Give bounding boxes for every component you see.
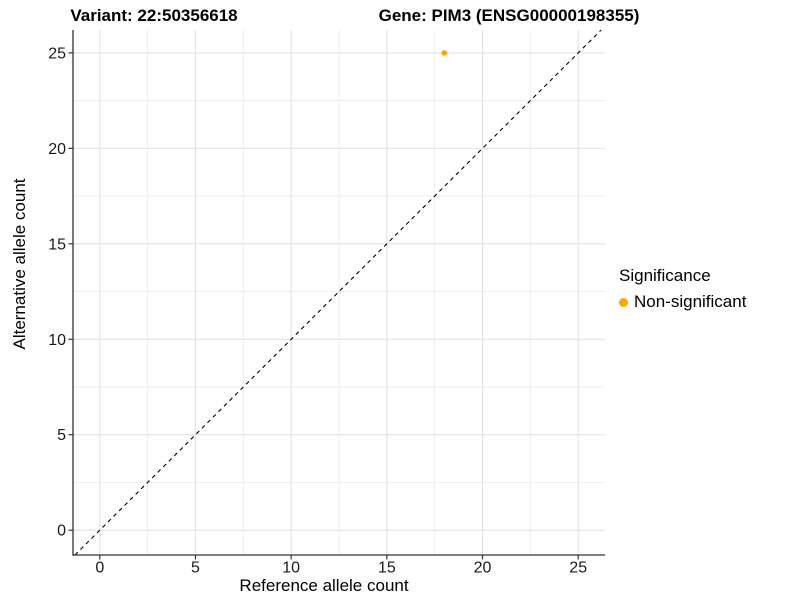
y-tick-label: 15 <box>48 236 66 253</box>
variant-title: Variant: 22:50356618 <box>70 6 238 25</box>
x-tick-label: 15 <box>378 560 396 577</box>
identity-line <box>74 29 602 556</box>
x-tick-label: 5 <box>191 560 200 577</box>
legend-title: Significance <box>619 266 711 285</box>
y-tick-label: 25 <box>48 45 66 62</box>
y-tick-label: 0 <box>57 523 66 540</box>
x-axis-title: Reference allele count <box>239 576 409 595</box>
x-tick-label: 0 <box>95 560 104 577</box>
legend-item: Non-significant <box>619 292 746 312</box>
y-axis-title: Alternative allele count <box>10 178 29 350</box>
legend: Significance Non-significant <box>619 266 746 312</box>
x-tick-label: 20 <box>474 560 492 577</box>
legend-item-label: Non-significant <box>634 292 747 311</box>
y-tick-label: 20 <box>48 141 66 158</box>
y-tick-label: 5 <box>57 427 66 444</box>
x-tick-label: 25 <box>569 560 587 577</box>
data-point <box>441 50 448 56</box>
x-tick-label: 10 <box>282 560 300 577</box>
legend-point-icon <box>619 297 628 307</box>
y-tick-label: 10 <box>48 332 66 349</box>
gene-title: Gene: PIM3 (ENSG00000198355) <box>378 6 640 25</box>
